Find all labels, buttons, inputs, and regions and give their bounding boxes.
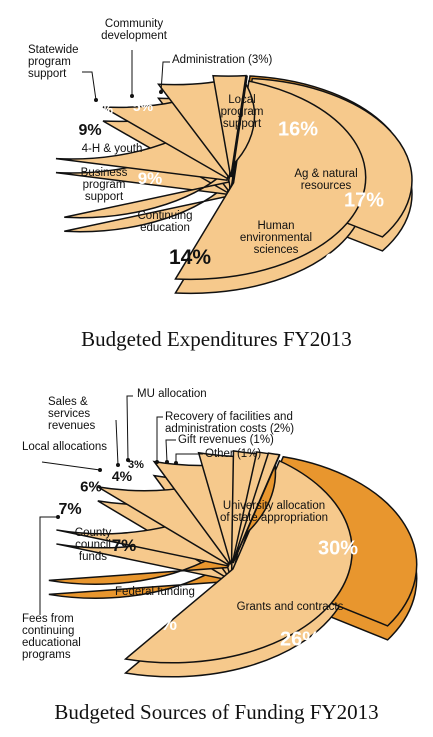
leader-dot xyxy=(174,461,178,465)
slice-label: 4-H & youth xyxy=(81,143,143,155)
chart-title: Budgeted Sources of Funding FY2013 xyxy=(54,700,379,724)
slice-label: Local allocations xyxy=(22,441,108,453)
leader-line xyxy=(160,61,170,93)
slice-label: Statewide program support xyxy=(28,44,79,80)
slice-label: Administration (3%) xyxy=(172,54,273,66)
value-label: 13% xyxy=(138,614,178,635)
value-label: 16% xyxy=(277,118,319,141)
leader-line xyxy=(165,439,176,463)
value-label: 9% xyxy=(78,122,102,139)
slice-label: Human environmental sciences xyxy=(239,220,313,256)
value-label: 5% xyxy=(132,98,154,114)
leader-dot xyxy=(155,460,159,464)
slice-label: Fees from continuing educational program… xyxy=(22,613,81,661)
leader-dot xyxy=(126,458,130,462)
slice xyxy=(123,459,353,664)
leader-line xyxy=(41,461,101,471)
leader-line xyxy=(156,416,163,462)
chart-title: Budgeted Expenditures FY2013 xyxy=(81,327,352,351)
slice-label: Local program support xyxy=(220,94,264,130)
value-label: 14% xyxy=(168,246,212,269)
slice-label: University allocation of state appropria… xyxy=(219,500,329,524)
leader-line xyxy=(126,395,133,461)
slice-label: Recovery of facilities and administratio… xyxy=(165,411,295,435)
slice-label: MU allocation xyxy=(137,388,207,400)
leader-dot xyxy=(165,460,169,464)
slice xyxy=(212,74,247,178)
value-label: 6% xyxy=(80,478,102,496)
value-label: 9% xyxy=(137,169,163,188)
slice xyxy=(231,75,248,178)
value-label: 7% xyxy=(111,536,137,555)
value-label: 21% xyxy=(324,250,368,273)
slice-label: Gift revenues (1%) xyxy=(178,434,274,446)
value-label: 6% xyxy=(92,101,114,117)
leader-line xyxy=(39,516,58,615)
slice-label: Sales & services revenues xyxy=(48,396,96,432)
leader-dot xyxy=(130,94,134,98)
leader-dot xyxy=(98,468,102,472)
value-label: 7% xyxy=(58,501,82,518)
slice-label: Continuing education xyxy=(137,210,193,234)
value-label: 30% xyxy=(317,537,359,560)
slice-label: Federal funding xyxy=(115,586,195,598)
leader-line xyxy=(115,419,119,466)
slice-label: Other (1%) xyxy=(205,448,262,460)
slice-label: Community development xyxy=(101,18,167,42)
value-label: 26% xyxy=(279,628,321,651)
value-label: 3% xyxy=(128,459,144,471)
leader-dot xyxy=(159,90,163,94)
value-label: 4% xyxy=(111,468,133,484)
slice-label: Business program support xyxy=(80,167,128,203)
slice-label: Grants and contracts xyxy=(236,601,344,613)
leader-line xyxy=(82,71,97,101)
leader-dot xyxy=(116,463,120,467)
slice xyxy=(174,80,367,281)
slice-label: County council funds xyxy=(74,527,112,563)
leader-line xyxy=(175,453,203,463)
value-label: 17% xyxy=(343,189,385,212)
leader-dot xyxy=(56,515,60,519)
leader-dot xyxy=(94,98,98,102)
slice-label: Ag & natural resources xyxy=(294,168,358,192)
